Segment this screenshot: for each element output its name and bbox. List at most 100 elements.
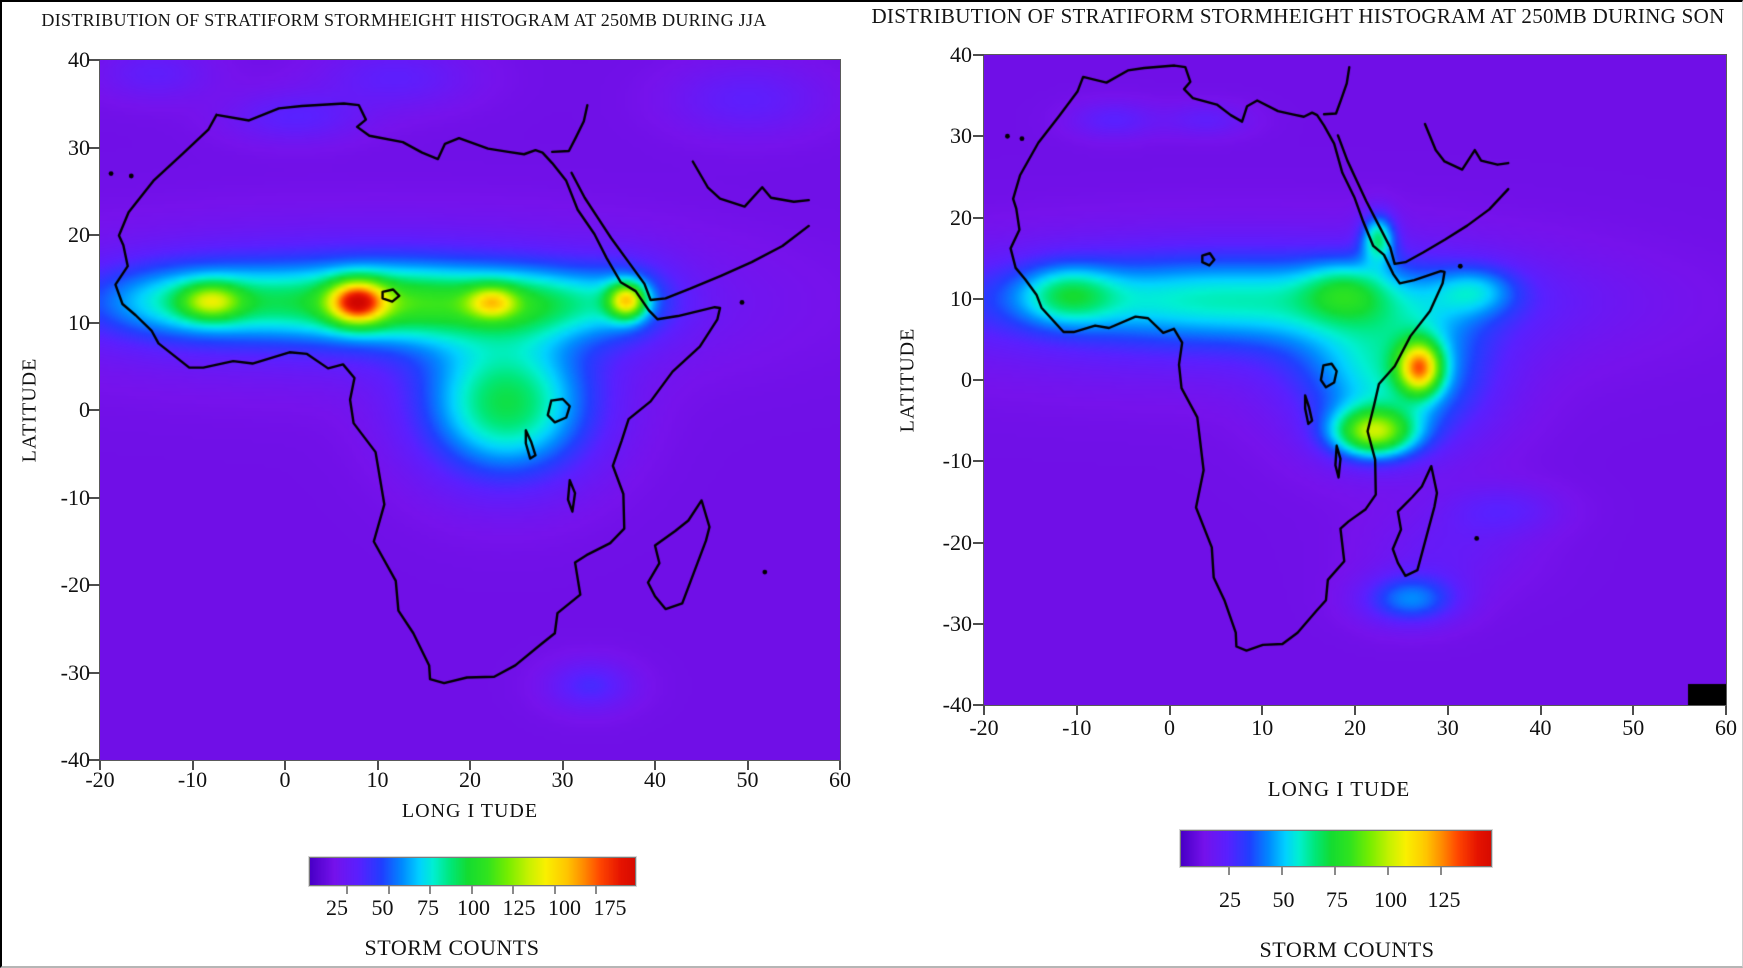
y-tick-label: -20 (942, 529, 972, 555)
colorbar-tick-mark (470, 886, 473, 894)
y-tick-label: -10 (60, 484, 90, 510)
colorbar-tick-label: 100 (457, 895, 490, 920)
y-tick-mark (89, 584, 100, 586)
panel-jja-xlabel: LONG I TUDE (401, 800, 539, 822)
colorbar-tick-label: 25 (1219, 887, 1241, 912)
y-tick-label: 40 (950, 42, 972, 67)
x-tick-label: 50 (1622, 715, 1645, 740)
x-tick-label: 20 (459, 767, 481, 792)
x-tick-label: 40 (644, 767, 666, 792)
jja-colorbar (309, 857, 636, 886)
colorbar-tick-label: 125 (502, 895, 536, 920)
colorbar-tick-label: 50 (1272, 887, 1295, 912)
panel-jja-title: DISTRIBUTION OF STRATIFORM STORMHEIGHT H… (41, 10, 767, 30)
colorbar-tick-mark (553, 886, 556, 894)
colorbar-tick-label: 25 (326, 895, 348, 920)
son-colorbar-gradient (1181, 831, 1491, 866)
x-tick-label: -10 (1062, 715, 1092, 740)
y-tick-label: -40 (60, 747, 90, 772)
colorbar-tick-label: 100 (548, 895, 581, 920)
x-tick-label: 60 (829, 767, 851, 792)
colorbar-tick-label: 75 (1326, 887, 1348, 912)
y-tick-mark (973, 297, 984, 300)
x-tick-mark (469, 761, 471, 770)
y-tick-label: -10 (942, 448, 972, 474)
x-tick-label: 60 (1715, 715, 1737, 740)
x-tick-mark (1075, 706, 1078, 715)
x-tick-mark (561, 761, 564, 770)
x-tick-label: 0 (1164, 715, 1175, 740)
x-tick-mark (1168, 706, 1171, 715)
colorbar-tick-mark (512, 886, 514, 894)
colorbar-tick-mark (1387, 867, 1389, 875)
x-tick-mark (191, 761, 194, 770)
y-tick-mark (89, 146, 100, 149)
panel-jja-map (99, 59, 841, 761)
y-tick-mark (973, 460, 984, 463)
x-tick-mark (654, 761, 656, 770)
y-tick-mark (973, 541, 984, 544)
y-tick-mark (973, 216, 984, 219)
colorbar-tick-mark (429, 886, 431, 894)
x-tick-mark (1632, 706, 1635, 715)
x-tick-label: 0 (279, 767, 291, 792)
jja-colorbar-gradient (310, 858, 635, 885)
y-tick-mark (89, 671, 100, 674)
son-colorbar (1180, 830, 1492, 867)
colorbar-tick-label: 50 (371, 895, 394, 920)
colorbar-tick-mark (1440, 867, 1442, 875)
y-tick-label: 30 (950, 123, 972, 149)
y-tick-label: 40 (68, 47, 90, 72)
colorbar-tick-mark (1334, 867, 1336, 875)
colorbar-tick-mark (1281, 867, 1283, 875)
colorbar-tick-label: 75 (417, 895, 439, 920)
y-tick-mark (973, 704, 984, 706)
x-tick-label: -20 (969, 715, 999, 740)
x-tick-mark (983, 706, 985, 715)
x-tick-label: -10 (177, 767, 208, 792)
x-tick-mark (1539, 706, 1542, 715)
y-tick-label: 10 (950, 285, 972, 311)
panel-son-title: DISTRIBUTION OF STRATIFORM STORMHEIGHT H… (871, 4, 1725, 28)
x-tick-mark (1261, 706, 1264, 715)
jja-colorbar-title: STORM COUNTS (364, 935, 540, 960)
son-heatmap-canvas (984, 55, 1726, 705)
colorbar-tick-label: 100 (1374, 887, 1407, 912)
y-tick-mark (973, 54, 984, 56)
x-tick-label: 30 (551, 767, 574, 792)
panel-son-xlabel: LONG I TUDE (1267, 777, 1411, 801)
jja-heatmap-canvas (100, 60, 840, 760)
x-tick-mark (746, 761, 749, 770)
y-tick-label: 0 (961, 367, 972, 392)
x-tick-label: 20 (1344, 715, 1366, 740)
x-tick-mark (1446, 706, 1449, 715)
y-tick-label: 10 (68, 309, 90, 335)
y-tick-mark (89, 234, 100, 236)
y-tick-label: -30 (942, 610, 972, 636)
y-tick-mark (89, 759, 100, 761)
colorbar-tick-mark (387, 886, 390, 894)
x-tick-mark (376, 761, 379, 770)
x-tick-label: 50 (736, 767, 759, 792)
y-tick-mark (973, 135, 984, 138)
x-tick-label: 40 (1529, 715, 1552, 740)
panel-son-map (983, 54, 1727, 706)
x-tick-mark (839, 761, 841, 770)
y-tick-mark (89, 496, 100, 499)
y-tick-mark (89, 321, 100, 324)
colorbar-tick-label: 125 (1427, 887, 1461, 912)
colorbar-tick-label: 175 (593, 895, 627, 920)
x-tick-mark (1354, 706, 1356, 715)
y-tick-mark (89, 409, 100, 411)
y-tick-label: 30 (68, 134, 90, 160)
x-tick-mark (284, 761, 286, 770)
y-tick-mark (89, 59, 100, 61)
y-tick-label: 0 (79, 397, 90, 422)
y-tick-label: 20 (68, 222, 90, 247)
y-tick-label: -40 (942, 692, 972, 717)
x-tick-label: -20 (85, 767, 115, 792)
x-tick-mark (99, 761, 101, 770)
colorbar-tick-mark (1228, 867, 1230, 875)
y-tick-label: -30 (60, 659, 90, 685)
